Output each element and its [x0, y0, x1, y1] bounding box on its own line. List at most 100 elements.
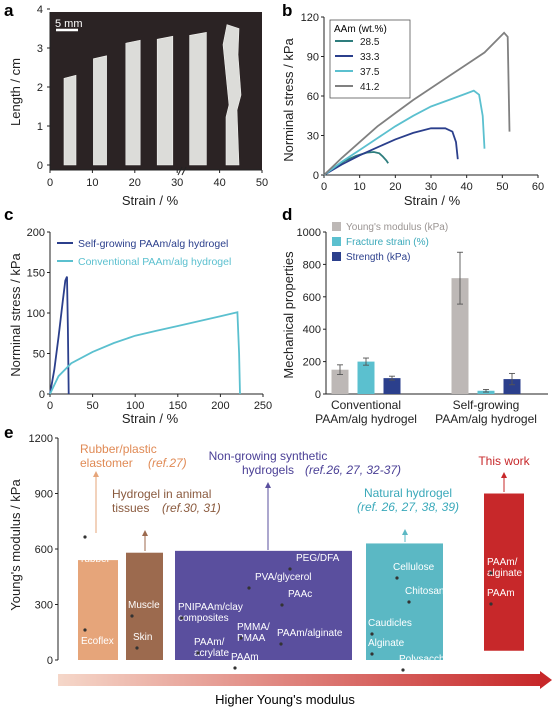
y-tick-label: 50 — [33, 349, 45, 361]
legend-label: 41.2 — [360, 82, 380, 93]
y-tick-label: 800 — [303, 259, 321, 271]
group-title: Rubber/plastic elastomer — [80, 442, 157, 470]
data-marker — [233, 666, 237, 670]
bar — [503, 379, 521, 394]
legend-swatch — [332, 237, 341, 246]
material-label: PNIPAAm/clay composites — [178, 602, 243, 624]
data-marker — [180, 616, 184, 620]
group-arrow-head — [142, 530, 148, 536]
legend-label: 33.3 — [360, 52, 380, 63]
group-reference: (ref. 26, 27, 38, 39) — [357, 500, 459, 514]
x-tick-label: 20 — [389, 181, 401, 193]
x-tick-label: 50 — [86, 400, 98, 412]
group-range-bar — [366, 543, 443, 660]
group-range-bar — [175, 550, 352, 660]
data-marker — [130, 614, 134, 618]
material-label: PAAc — [288, 589, 312, 600]
y-tick-label: 30 — [307, 131, 319, 143]
data-marker — [401, 668, 405, 672]
axes: 0 50 100 150 200 250 0 50 100 150 200 — [27, 227, 273, 412]
material-label: Ecoflex — [81, 636, 114, 647]
material-label: PAAm/alginate — [277, 628, 343, 639]
data-marker — [370, 652, 374, 656]
x-tick-label: 60 — [532, 181, 544, 193]
group-range-bar — [78, 560, 118, 660]
material-label: Alginate — [368, 638, 405, 649]
y-tick-label: 90 — [307, 52, 319, 64]
y-axis-label: Norminal stress / kPa — [8, 252, 23, 376]
group-title: Natural hydrogel — [364, 486, 452, 500]
group-range-bar — [126, 552, 163, 660]
stress-strain-curves — [49, 276, 241, 395]
axes: 0 200 400 600 800 1000 — [297, 227, 548, 401]
material-label: PAAm/acrylate — [194, 637, 229, 659]
panel-label-e: e — [4, 423, 13, 442]
bar — [451, 278, 469, 394]
y-tick-label: 1200 — [29, 433, 53, 445]
material-label: Silicon rubber — [81, 543, 111, 565]
material-label: PAAm — [231, 652, 259, 663]
data-marker — [288, 567, 292, 571]
material-label: Caudicles — [368, 618, 412, 629]
hydrogel-strip — [93, 55, 107, 166]
hydrogel-strip — [189, 32, 207, 166]
x-tick-label: 10 — [86, 177, 98, 189]
hydrogel-strip — [222, 24, 242, 166]
data-marker — [83, 535, 87, 539]
legend-label: Young's modulus (kPa) — [346, 222, 448, 233]
hydrogel-strip — [63, 74, 77, 166]
material-label: Muscle — [128, 600, 160, 611]
x-tick-label: 40 — [213, 177, 225, 189]
y-tick-label: 200 — [27, 227, 45, 239]
category-labels: Conventional PAAm/alg hydrogel Self-growin… — [315, 398, 537, 426]
material-label: PAAm/alginate — [487, 557, 522, 579]
x-tick-label: 10 — [354, 181, 366, 193]
stress-strain-curves — [323, 31, 511, 176]
panel-d: 0 200 400 600 800 1000 Young's modulus (kPa) F… — [281, 222, 548, 426]
series-line — [323, 151, 389, 176]
y-tick-label: 400 — [303, 324, 321, 336]
bar — [357, 361, 375, 394]
group-arrow-head — [93, 471, 99, 477]
x-tick-label: 200 — [211, 400, 229, 412]
material-label: PEG/DFA — [296, 553, 340, 564]
legend-label: Strength (kPa) — [346, 252, 410, 263]
y-tick-label: 200 — [303, 357, 321, 369]
x-tick-label: 0 — [321, 181, 327, 193]
axes: 0 10 20 30 40 50 60 0 30 60 90 120 — [301, 12, 544, 193]
y-tick-label: 0 — [313, 170, 319, 182]
panel-b: 0 10 20 30 40 50 60 0 30 60 90 120 AAm (wt.%) 28.5 3… — [281, 12, 544, 208]
material-label: PAAm — [487, 588, 515, 599]
material-groups: Rubber/plastic elastomer (ref.27) Silicon ru… — [78, 442, 531, 672]
y-tick-label: 1000 — [297, 227, 321, 239]
hydrogel-strips — [63, 24, 242, 166]
x-tick-label: 150 — [169, 400, 187, 412]
x-tick-label: 30 — [425, 181, 437, 193]
legend-label: Fracture strain (%) — [346, 237, 429, 248]
data-marker — [196, 651, 200, 655]
category-label: Self-growing PAAm/alg hydrogel — [435, 398, 537, 426]
data-marker — [279, 642, 283, 646]
higher-modulus-arrow — [58, 674, 540, 686]
data-marker — [239, 636, 243, 640]
panel-label-b: b — [282, 1, 292, 20]
data-marker — [489, 602, 493, 606]
y-axis-label: Mechanical properties — [281, 251, 296, 379]
y-tick-label: 0 — [47, 655, 53, 667]
group-reference: (ref.30, 31) — [162, 501, 221, 515]
group-reference: (ref.26, 27, 32-37) — [305, 463, 401, 477]
x-tick-label: 20 — [129, 177, 141, 189]
x-tick-label: 0 — [47, 177, 53, 189]
legend: Young's modulus (kPa) Fracture strain (%)… — [332, 222, 448, 263]
panel-c: 0 50 100 150 200 250 0 50 100 150 200 Self-growing… — [8, 227, 272, 426]
x-tick-label: 50 — [496, 181, 508, 193]
x-tick-label: 40 — [461, 181, 473, 193]
group-title: This work — [478, 454, 530, 468]
axis-break — [181, 166, 187, 176]
panel-label-c: c — [4, 205, 13, 224]
material-label: PMMA/PMAA — [237, 622, 270, 644]
legend-label: 37.5 — [360, 67, 380, 78]
legend-title: AAm (wt.%) — [334, 24, 387, 35]
axis-break — [177, 166, 183, 176]
data-marker — [370, 632, 374, 636]
